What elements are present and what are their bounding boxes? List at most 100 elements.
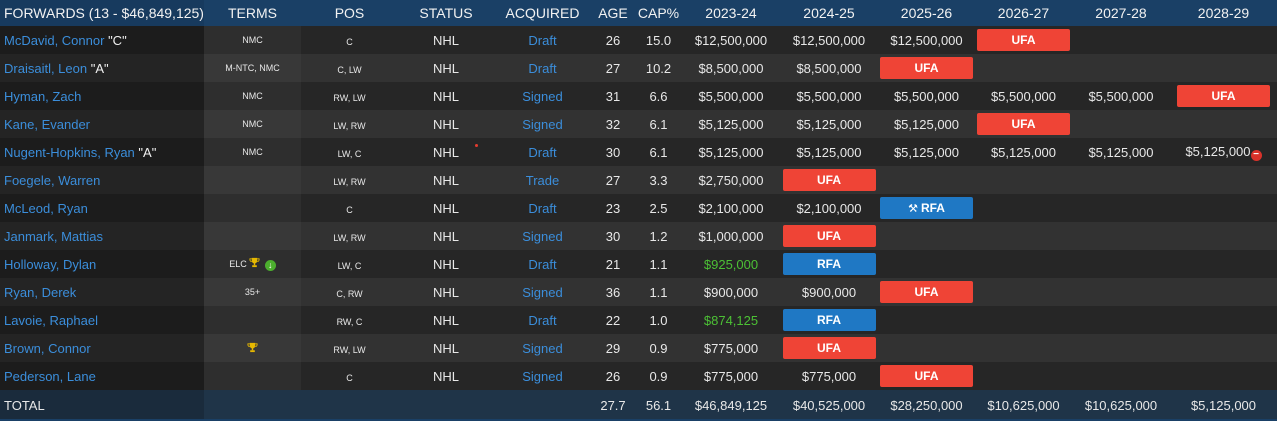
header-season-2027-28[interactable]: 2027-28 <box>1095 5 1147 21</box>
status-cell: NHL <box>398 222 494 250</box>
cap-pct-cell: 15.0 <box>635 26 682 54</box>
salary-value: $5,500,000 <box>893 88 960 104</box>
salary-cell <box>975 54 1072 82</box>
salary-value: $5,125,000 <box>698 116 764 132</box>
header-season-2023-24[interactable]: 2023-24 <box>705 5 757 21</box>
cap-pct-cell: 0.9 <box>635 362 682 390</box>
header-pos[interactable]: POS <box>334 5 365 21</box>
player-name-link[interactable]: Nugent-Hopkins, Ryan <box>4 144 135 160</box>
header-season-2024-25[interactable]: 2024-25 <box>803 5 855 21</box>
player-name-link[interactable]: Janmark, Mattias <box>4 228 103 244</box>
acquired-link[interactable]: Draft <box>528 60 557 76</box>
salary-cell: $5,500,000 <box>878 82 975 110</box>
acquired-link[interactable]: Signed <box>522 368 563 384</box>
acquired-cell: Signed <box>494 82 591 110</box>
player-name-cell: Ryan, Derek <box>0 278 204 306</box>
terms-text: NMC <box>242 91 263 101</box>
table-row: Brown, Connor RW, LW NHL Signed 29 0.9 $775,00… <box>0 334 1277 362</box>
player-name-link[interactable]: Hyman, Zach <box>4 88 82 104</box>
acquired-link[interactable]: Signed <box>522 284 563 300</box>
salary-cell <box>1072 26 1170 54</box>
salary-cell <box>1072 222 1170 250</box>
acquired-cell: Signed <box>494 278 591 306</box>
salary-cell <box>878 306 975 334</box>
cap-pct-cell: 0.9 <box>635 334 682 362</box>
cap-pct-cell: 2.5 <box>635 194 682 222</box>
header-acquired[interactable]: ACQUIRED <box>505 5 580 21</box>
salary-value: $775,000 <box>703 368 759 384</box>
player-name-cell: McLeod, Ryan <box>0 194 204 222</box>
ufa-badge[interactable]: UFA <box>880 57 973 79</box>
ufa-badge[interactable]: UFA <box>782 337 876 359</box>
header-season-2025-26[interactable]: 2025-26 <box>900 5 953 21</box>
acquired-link[interactable]: Draft <box>528 32 557 48</box>
pos-text: C <box>346 204 353 215</box>
acquired-link[interactable]: Signed <box>522 88 563 104</box>
salary-cell <box>975 334 1072 362</box>
player-name-link[interactable]: McDavid, Connor <box>4 32 105 48</box>
salary-cell <box>975 306 1072 334</box>
salary-cell <box>975 278 1072 306</box>
salary-cell <box>1170 250 1277 278</box>
player-name-link[interactable]: Pederson, Lane <box>4 368 96 384</box>
elc-bonus-icon[interactable]: ↓ <box>264 260 276 271</box>
player-name-link[interactable]: Draisaitl, Leon <box>4 60 88 76</box>
header-terms[interactable]: TERMS <box>228 5 277 21</box>
age-cell: 27 <box>591 54 635 82</box>
status-text: NHL <box>432 60 459 76</box>
acquired-link[interactable]: Signed <box>522 116 563 132</box>
salary-cell <box>1170 194 1277 222</box>
pos-text: RW, LW <box>333 344 366 355</box>
salary-cell: $2,100,000 <box>780 194 878 222</box>
player-name-link[interactable]: Lavoie, Raphael <box>4 312 98 328</box>
header-age[interactable]: AGE <box>598 5 628 21</box>
ufa-badge[interactable]: UFA <box>782 169 876 191</box>
status-text: NHL <box>432 312 459 328</box>
ufa-badge[interactable]: UFA <box>880 281 973 303</box>
rfa-badge[interactable]: ⚒ RFA <box>880 197 973 219</box>
player-name-cell: Kane, Evander <box>0 110 204 138</box>
salary-cell <box>975 250 1072 278</box>
ufa-badge[interactable]: UFA <box>977 29 1070 51</box>
minus-circle-icon[interactable]: − <box>1250 149 1262 161</box>
terms-cell <box>204 222 301 250</box>
salary-cell: $874,125 <box>682 306 780 334</box>
header-season-2028-29[interactable]: 2028-29 <box>1197 5 1250 21</box>
acquired-link[interactable]: Draft <box>528 312 557 328</box>
ufa-badge[interactable]: UFA <box>977 113 1070 135</box>
salary-cell: UFA <box>975 110 1072 138</box>
acquired-link[interactable]: Signed <box>522 340 563 356</box>
status-cell: NHL <box>398 26 494 54</box>
player-name-cell: McDavid, Connor "C" <box>0 26 204 54</box>
salary-cell: UFA <box>878 362 975 390</box>
acquired-link[interactable]: Draft <box>528 200 557 216</box>
terms-cell <box>204 166 301 194</box>
player-name-link[interactable]: Ryan, Derek <box>4 284 77 300</box>
age-cell: 30 <box>591 222 635 250</box>
ufa-badge[interactable]: UFA <box>782 225 876 247</box>
player-name-link[interactable]: Kane, Evander <box>4 116 91 132</box>
rfa-badge[interactable]: RFA <box>782 253 876 275</box>
player-name-link[interactable]: Brown, Connor <box>4 340 91 356</box>
ufa-badge[interactable]: UFA <box>1177 85 1270 107</box>
acquired-link[interactable]: Draft <box>528 256 557 272</box>
header-season-2026-27[interactable]: 2026-27 <box>997 5 1050 21</box>
age-cell: 29 <box>591 334 635 362</box>
header-status[interactable]: STATUS <box>419 5 473 21</box>
ufa-badge[interactable]: UFA <box>880 365 973 387</box>
acquired-link[interactable]: Trade <box>525 172 560 188</box>
pos-text: LW, C <box>337 148 362 159</box>
player-name-cell: Lavoie, Raphael <box>0 306 204 334</box>
rfa-badge[interactable]: RFA <box>782 309 876 331</box>
terms-text: ELC <box>229 259 247 269</box>
total-cap-pct: 56.1 <box>645 397 672 413</box>
player-name-link[interactable]: Foegele, Warren <box>4 172 101 188</box>
header-forwards[interactable]: FORWARDS (13 - $46,849,125) <box>0 0 204 26</box>
header-cap-pct[interactable]: CAP% <box>637 5 680 21</box>
player-name-link[interactable]: McLeod, Ryan <box>4 200 88 216</box>
acquired-link[interactable]: Draft <box>528 144 557 160</box>
player-name-link[interactable]: Holloway, Dylan <box>4 256 97 272</box>
salary-cell <box>1072 278 1170 306</box>
acquired-link[interactable]: Signed <box>522 228 563 244</box>
salary-cell <box>1072 362 1170 390</box>
